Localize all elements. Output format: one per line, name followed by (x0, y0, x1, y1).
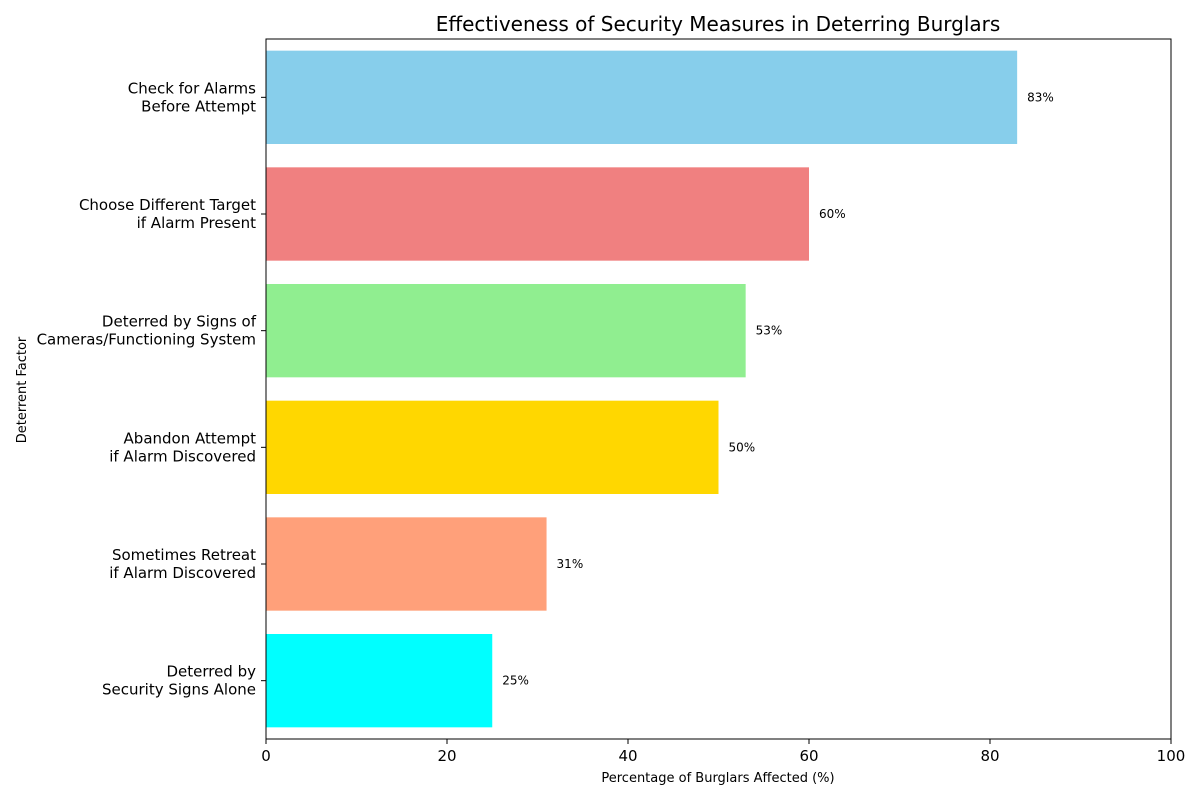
y-tick-label: Sometimes Retreat if Alarm Discovered (109, 546, 256, 582)
plot-frame (265, 38, 1172, 740)
y-tick-label-line: Choose Different Target (79, 196, 256, 214)
x-tick-label: 60 (799, 747, 818, 765)
bar (266, 517, 547, 611)
y-tick-label: Choose Different Target if Alarm Present (79, 196, 256, 232)
data-label: 83% (1027, 90, 1054, 104)
y-tick-label: Deterred by Security Signs Alone (102, 663, 256, 699)
y-tick-label-line: Cameras/Functioning System (37, 331, 256, 349)
y-tick-label-line: Security Signs Alone (102, 681, 256, 699)
y-axis-label: Deterrent Factor (15, 336, 30, 443)
chart-title: Effectiveness of Security Measures in De… (436, 12, 1001, 36)
x-axis-label: Percentage of Burglars Affected (%) (601, 771, 834, 786)
y-tick-label-line: Deterred by (166, 663, 256, 681)
y-tick-label-line: Before Attempt (141, 97, 256, 115)
bar (266, 400, 719, 494)
data-label: 53% (756, 324, 783, 338)
y-tick-label-line: if Alarm Discovered (109, 447, 256, 465)
y-tick-label-line: Abandon Attempt (124, 429, 257, 447)
y-tick-label: Deterred by Signs of Cameras/Functioning … (37, 313, 257, 349)
bar (266, 284, 746, 378)
data-label: 50% (729, 440, 756, 454)
y-tick-label-line: if Alarm Discovered (109, 564, 256, 582)
data-label: 31% (557, 557, 584, 571)
y-tick-label-line: if Alarm Present (137, 214, 257, 232)
y-tick-label-line: Check for Alarms (128, 79, 256, 97)
x-tick-label: 100 (1157, 747, 1186, 765)
y-tick-label: Check for Alarms Before Attempt (128, 79, 256, 115)
x-tick-label: 40 (618, 747, 637, 765)
plot-area: 83% Check for Alarms Before Attempt 60% Choo… (37, 38, 1186, 765)
bar (266, 634, 493, 728)
x-tick-label: 80 (980, 747, 999, 765)
data-label: 60% (819, 207, 846, 221)
bar (266, 50, 1018, 144)
y-tick-label: Abandon Attempt if Alarm Discovered (109, 429, 256, 465)
x-tick-label: 0 (261, 747, 271, 765)
data-label: 25% (502, 674, 529, 688)
y-tick-label-line: Deterred by Signs of (102, 313, 257, 331)
y-tick-label-line: Sometimes Retreat (112, 546, 256, 564)
bar (266, 167, 809, 261)
x-tick-label: 20 (437, 747, 456, 765)
